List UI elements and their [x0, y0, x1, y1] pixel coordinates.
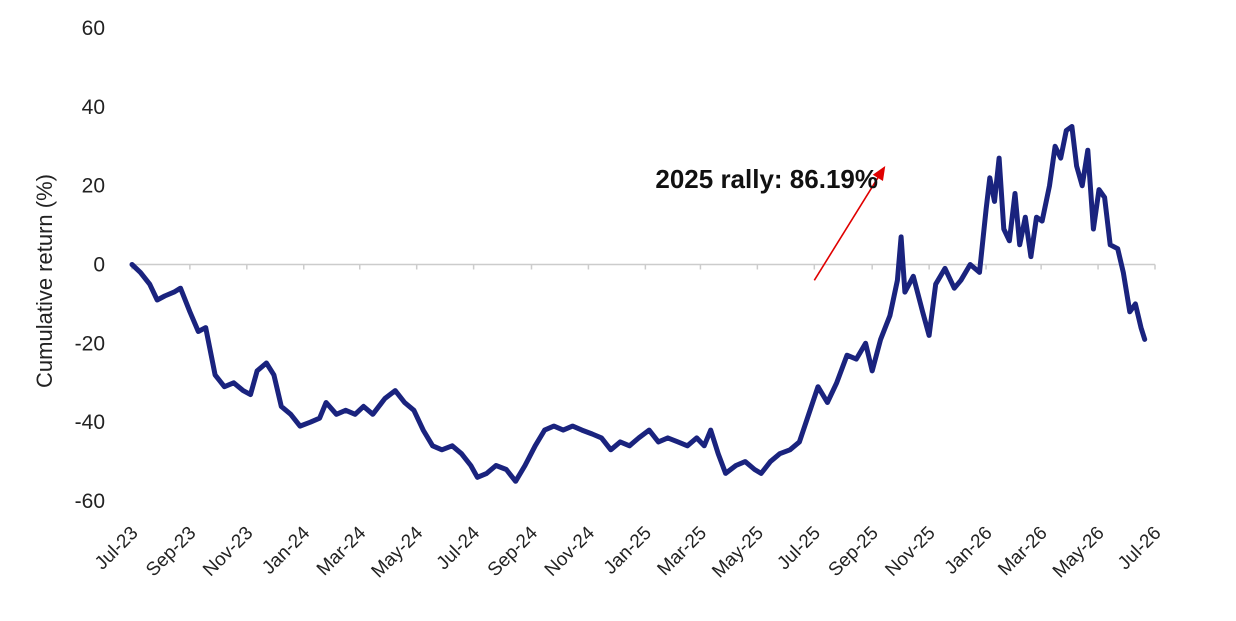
x-tick-label: Jan-26	[941, 523, 997, 579]
y-tick-label: 0	[93, 254, 105, 277]
y-tick-label: 60	[82, 17, 105, 40]
x-tick-label: Mar-24	[313, 522, 371, 580]
x-tick-label: Nov-24	[541, 522, 599, 580]
series-line	[129, 124, 1148, 484]
x-tick-label: May-25	[708, 523, 768, 583]
y-axis-ticks: 60 40 20 0 -20 -40 -60	[75, 17, 105, 513]
y-tick-label: -20	[75, 332, 105, 355]
y-tick-label: -40	[75, 411, 105, 434]
x-tick-label: Jan-25	[600, 523, 656, 579]
x-tick-label: May-26	[1049, 523, 1109, 583]
annotation-arrowhead	[872, 165, 886, 182]
x-tick-label: Jul-24	[433, 522, 485, 574]
x-tick-label: Jul-23	[91, 523, 142, 574]
annotation-label: 2025 rally: 86.19%	[655, 164, 878, 194]
y-tick-label: -60	[75, 490, 105, 513]
x-tick-label: May-24	[368, 522, 428, 582]
x-tick-label: Nov-23	[199, 523, 257, 581]
x-axis-tick-marks	[131, 264, 1156, 270]
x-tick-label: Sep-25	[825, 523, 883, 581]
x-tick-label: Mar-26	[994, 523, 1051, 580]
x-tick-label: Jul-26	[1114, 523, 1165, 574]
annotation-arrow	[813, 177, 879, 281]
x-tick-label: Jan-24	[258, 522, 314, 578]
x-tick-label: Sep-24	[484, 522, 542, 580]
y-tick-label: 40	[82, 96, 105, 119]
x-tick-label: Mar-25	[654, 523, 711, 580]
x-tick-label: Jul-25	[773, 523, 824, 574]
y-tick-label: 20	[82, 175, 105, 198]
x-tick-label: Sep-23	[142, 523, 200, 581]
x-tick-label: Nov-25	[881, 523, 939, 581]
y-axis-title: Cumulative return (%)	[32, 174, 57, 388]
